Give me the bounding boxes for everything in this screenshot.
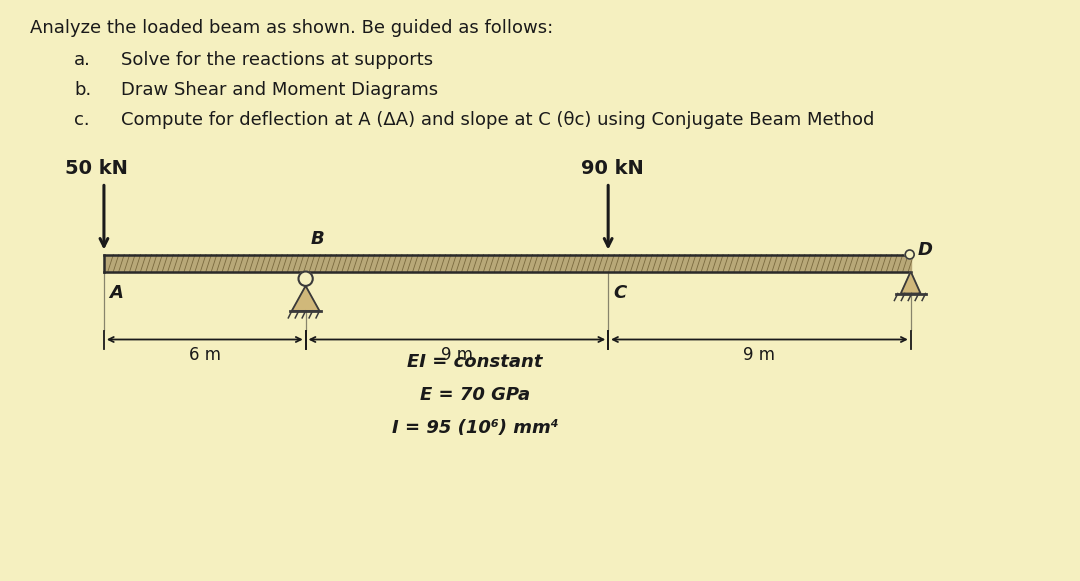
Text: Analyze the loaded beam as shown. Be guided as follows:: Analyze the loaded beam as shown. Be gui… (29, 19, 553, 37)
Text: A: A (109, 284, 123, 302)
Circle shape (298, 271, 313, 286)
Text: 9 m: 9 m (743, 346, 775, 364)
Text: EI = constant: EI = constant (407, 353, 543, 371)
Text: C: C (613, 284, 626, 302)
Text: Draw Shear and Moment Diagrams: Draw Shear and Moment Diagrams (121, 81, 437, 99)
Text: B: B (311, 229, 324, 248)
Text: E = 70 GPa: E = 70 GPa (420, 386, 530, 404)
Text: 50 kN: 50 kN (65, 159, 127, 178)
Polygon shape (901, 271, 920, 293)
Bar (104, 254, 910, 271)
Polygon shape (292, 286, 320, 311)
Circle shape (905, 250, 914, 259)
Text: c.: c. (75, 111, 90, 129)
Text: a.: a. (75, 51, 91, 69)
Text: 6 m: 6 m (189, 346, 220, 364)
Text: 90 kN: 90 kN (581, 159, 644, 178)
Text: I = 95 (10⁶) mm⁴: I = 95 (10⁶) mm⁴ (392, 419, 558, 437)
Text: 9 m: 9 m (441, 346, 473, 364)
Text: Solve for the reactions at supports: Solve for the reactions at supports (121, 51, 433, 69)
Text: D: D (918, 241, 933, 259)
Text: Compute for deflection at A (ΔA) and slope at C (θc) using Conjugate Beam Method: Compute for deflection at A (ΔA) and slo… (121, 111, 874, 129)
Text: b.: b. (75, 81, 92, 99)
